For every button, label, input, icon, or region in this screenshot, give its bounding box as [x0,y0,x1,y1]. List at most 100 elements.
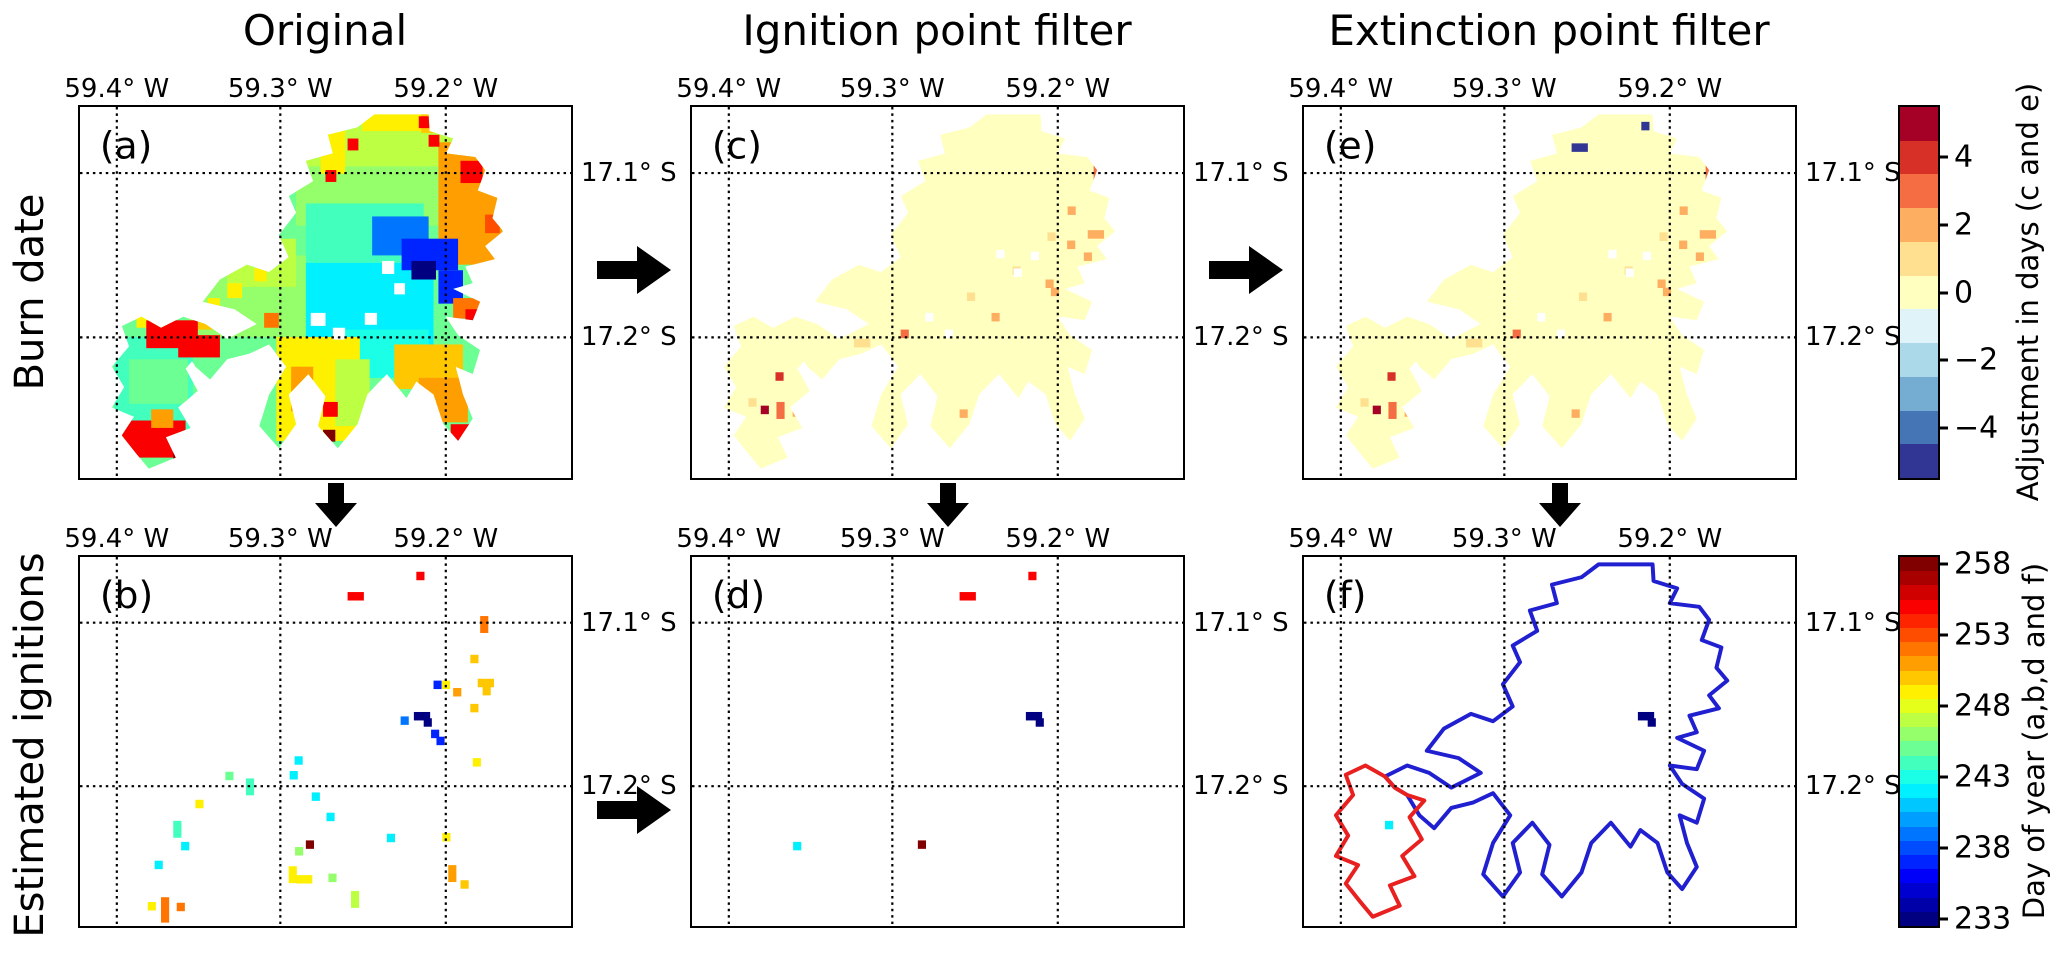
colorbar-segment [1900,585,1938,600]
panel-letter: (c) [712,123,762,167]
map-canvas: (e) [1304,107,1795,478]
panel-letter: (f) [1324,573,1367,617]
map-canvas: (d) [692,557,1183,926]
colorbar-tick-label: 258 [1954,546,2012,582]
colorbar-tick-mark [1938,775,1948,779]
colorbar-segment [1900,769,1938,784]
colorbar-segment [1900,208,1938,242]
colorbar-segment [1900,684,1938,699]
colorbar-tick-label: −4 [1954,410,1999,446]
y-tick-label: 17.1° S [581,158,677,189]
right-arrow-icon [597,244,671,300]
y-tick-label: 17.1° S [1193,158,1289,189]
colorbar-segment [1900,107,1938,141]
y-tick-label: 17.2° S [1193,771,1289,802]
x-tick-label: 59.4° W [64,74,170,104]
colorbar-tick-label: −2 [1954,342,1999,378]
colorbar-tick-label: 243 [1954,759,2012,795]
x-tick-label: 59.4° W [64,524,170,554]
column-title-original: Original [242,6,408,55]
y-tick-label: 17.1° S [1193,607,1289,638]
x-tick-label: 59.2° W [1617,524,1723,554]
colorbar-tick-label: 0 [1954,275,1974,310]
colorbar-segment [1900,911,1938,926]
colorbar-segment [1900,854,1938,870]
row-label-estimated-ignitions: Estimated ignitions [7,552,53,938]
x-tick-label: 59.2° W [1005,74,1111,104]
colorbar-tick-mark [1938,291,1948,294]
x-tick-label: 59.3° W [839,524,945,554]
colorbar-tick-mark [1938,223,1948,227]
colorbar-segment [1900,174,1938,209]
down-arrow-icon [313,483,359,531]
colorbar-segment [1900,241,1938,276]
x-tick-label: 59.2° W [1005,524,1111,554]
right-arrow-icon [1209,244,1283,300]
map-canvas: (f) [1304,557,1795,926]
column-title-extinction-filter: Extinction point filter [1328,6,1770,55]
colorbar-segment [1900,840,1938,855]
x-tick-label: 59.2° W [393,524,499,554]
x-tick-label: 59.3° W [1451,74,1557,104]
colorbar-tick-mark [1938,633,1948,637]
x-tick-label: 59.3° W [839,74,945,104]
colorbar-segment [1900,897,1938,912]
colorbar-segment [1900,812,1938,827]
x-tick-label: 59.3° W [227,74,333,104]
down-arrow-icon [1537,483,1583,531]
x-tick-label: 59.3° W [227,524,333,554]
colorbar-segment [1900,343,1938,377]
panel-letter: (d) [712,573,765,617]
colorbar-segment [1900,557,1938,572]
colorbar-segment [1900,140,1938,175]
colorbar-tick-mark [1938,426,1948,430]
colorbar-segment [1900,784,1938,799]
x-tick-label: 59.3° W [1451,524,1557,554]
panel-f-fire-perimeters: 59.4° W 59.3° W 59.2° W 17.1° S 17.2° S … [1288,524,1901,928]
colorbar-segment [1900,798,1938,813]
colorbar-segment [1900,642,1938,657]
panel-c-burn-date-ignition-filter: 59.4° W 59.3° W 59.2° W 17.1° S 17.2° S … [676,74,1289,480]
colorbar-tick-mark [1938,704,1948,708]
colorbar-segment [1900,713,1938,728]
colorbar-segment [1900,613,1938,628]
y-tick-label: 17.1° S [1805,607,1901,638]
colorbar-segment [1900,883,1938,898]
y-tick-label: 17.2° S [581,771,677,802]
colorbar-tick-mark [1938,846,1948,850]
colorbar-tick-label: 253 [1954,617,2012,653]
y-tick-label: 17.2° S [1805,771,1901,802]
panel-letter: (e) [1324,123,1377,167]
y-tick-label: 17.1° S [1805,158,1901,189]
map-canvas: (c) [692,107,1183,478]
colorbar-tick-label: 4 [1954,139,1974,175]
colorbar-segment [1900,698,1938,714]
x-tick-label: 59.2° W [1617,74,1723,104]
colorbar-segment [1900,376,1938,411]
colorbar-tick-label: 2 [1954,207,1974,243]
colorbar-segment [1900,741,1938,756]
colorbar-segment [1900,599,1938,614]
colorbar-segment [1900,275,1938,310]
panel-letter: (a) [100,123,152,167]
y-tick-label: 17.1° S [581,607,677,638]
panel-letter: (b) [100,573,153,617]
colorbar-segment [1900,309,1938,344]
panel-b-ignitions-original: 59.4° W 59.3° W 59.2° W 17.1° S 17.2° S … [64,524,677,928]
colorbar-tick-label: 248 [1954,688,2012,724]
colorbar-label-day-of-year: Day of year (a,b,d and f) [2017,562,2051,920]
down-arrow-icon [925,483,971,531]
colorbar-tick-mark [1938,358,1948,362]
x-tick-label: 59.4° W [676,524,782,554]
colorbar-tick-mark [1938,155,1948,159]
colorbar-day-of-year: 258 253 248 243 238 233 [1898,547,2011,936]
colorbar-segment [1900,571,1938,586]
colorbar-segment [1900,755,1938,770]
colorbar-tick-label: 238 [1954,830,2012,866]
row-label-burn-date: Burn date [7,193,53,391]
map-canvas: (b) [80,557,571,926]
right-arrow-icon [597,784,671,840]
colorbar-tick-mark [1938,917,1948,921]
x-tick-label: 59.4° W [676,74,782,104]
